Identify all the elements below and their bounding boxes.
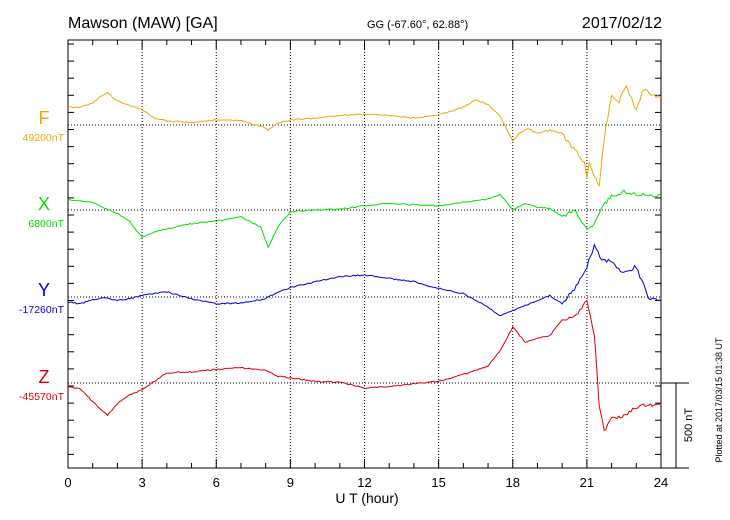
x-tick-label: 12 [357,475,371,490]
x-ticks: 0 3 6 9 12 15 18 21 24 [64,40,668,490]
date-label: 2017/02/12 [582,15,662,32]
scale-bar: 500 nT [661,382,695,469]
x-tick-label: 9 [287,475,294,490]
y-ticks [68,43,661,455]
scale-bar-label: 500 nT [683,408,695,443]
station-title: Mawson (MAW) [GA] [68,15,218,32]
series-name-y: Y [38,280,50,300]
series-name-z: Z [39,367,50,387]
series-baseline-label-f: 49200nT [23,132,65,144]
series-name-f: F [39,108,50,128]
x-tick-label: 6 [213,475,220,490]
x-tick-label: 3 [139,475,146,490]
series-line-x [67,189,662,249]
x-tick-label: 18 [506,475,520,490]
series-line-z [67,299,662,432]
series-baseline-label-z: -45570nT [19,391,65,403]
series-name-x: X [38,194,50,214]
series-baseline-label-y: -17260nT [19,304,65,316]
x-axis-label: U T (hour) [335,490,398,506]
x-tick-label: 21 [580,475,594,490]
series-line-f [67,84,662,188]
x-tick-label: 24 [654,475,668,490]
coords-label: GG (-67.60°, 62.88°) [367,19,468,31]
series-line-y [68,243,662,317]
plotted-timestamp: Plotted at 2017/03/15 01:38 UT [714,337,724,463]
series-group: F 49200nT X 6800nT Y -17260nT Z -45570nT [19,84,662,432]
x-tick-label: 15 [431,475,445,490]
x-tick-label: 0 [64,475,71,490]
series-baseline-label-x: 6800nT [28,218,64,230]
